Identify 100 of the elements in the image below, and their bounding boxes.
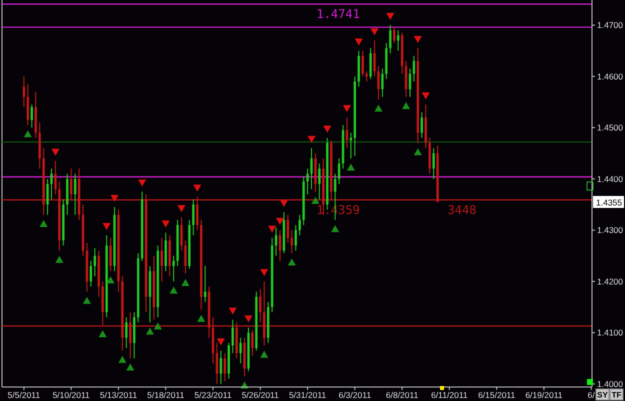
point: [24, 130, 32, 138]
candlestick: [369, 48, 372, 80]
point: [422, 92, 430, 100]
x-tick-label: 6/11/2011: [431, 390, 468, 400]
point: [354, 38, 363, 46]
candlestick: [350, 132, 352, 159]
point: [280, 200, 288, 207]
x-tick-label: 6/15/2011: [478, 390, 516, 400]
point: [342, 105, 351, 112]
candlestick: [160, 237, 163, 282]
x-tick-label: 6/3/2011: [338, 390, 372, 400]
candlestick: [94, 248, 96, 277]
candlestick: [109, 237, 112, 272]
point: [82, 296, 91, 304]
point: [386, 12, 394, 20]
y-tick-label: 1.4500: [597, 122, 624, 133]
candlestick: [318, 163, 321, 200]
candlestick: [22, 76, 26, 108]
x-tick-label: 5/31/2011: [288, 390, 326, 400]
candlestick: [239, 337, 242, 364]
y-tick-label: 1.4000: [597, 378, 624, 389]
point: [331, 225, 340, 232]
candlestick: [286, 214, 290, 244]
annotation: 1.4355: [596, 197, 622, 208]
x-tick-label: 6/8/2011: [386, 390, 419, 400]
point: [374, 104, 382, 112]
x-tick-label: 6/19/2011: [525, 390, 563, 400]
point: [308, 136, 316, 143]
x-tick-label: 5/13/2011: [100, 390, 138, 400]
point: [346, 164, 355, 171]
candlestick: [259, 288, 262, 323]
candlestick: [204, 266, 206, 302]
candlestick: [251, 330, 254, 356]
point: [126, 364, 134, 371]
candlestick: [232, 319, 234, 354]
x-tick-label: 6/: [588, 390, 596, 400]
point: [288, 258, 296, 266]
candlestick: [420, 112, 423, 138]
candlestick: [125, 316, 128, 349]
candlestick: [196, 196, 198, 231]
point: [370, 28, 379, 36]
candlestick: [365, 70, 368, 82]
point: [102, 223, 111, 230]
point: [98, 330, 107, 338]
point: [51, 148, 60, 156]
point: [40, 220, 48, 227]
x-tick-label: 5/23/2011: [194, 390, 232, 400]
x-tick-label: 5/5/2011: [8, 390, 40, 400]
y-tick-label: 1.4400: [597, 174, 624, 184]
y-tick-label: 1.4200: [597, 276, 624, 286]
ref-line-label: 1.4741: [316, 7, 360, 22]
candlestick: [129, 312, 132, 359]
point: [260, 269, 268, 276]
candlestick: [172, 255, 175, 282]
text: TF: [612, 390, 622, 400]
y-tick-label: 1.4600: [597, 71, 624, 82]
point: [146, 328, 154, 335]
point: [55, 256, 64, 263]
candlestick: [220, 350, 222, 384]
candlestick: [381, 68, 384, 98]
point: [228, 308, 237, 315]
point: [244, 315, 252, 322]
point: [268, 226, 276, 233]
candlestick: [224, 352, 226, 382]
candlestick: [90, 260, 92, 288]
point: [154, 322, 162, 330]
point: [276, 218, 284, 225]
point: [414, 36, 422, 43]
x-tick-label: 5/10/2011: [52, 390, 90, 400]
candlestick: [74, 173, 76, 216]
point: [177, 205, 186, 212]
point: [402, 102, 410, 110]
candlestick: [30, 104, 33, 128]
y-tick-label: 1.4100: [597, 328, 624, 338]
point: [138, 179, 146, 186]
text: SY: [597, 390, 608, 400]
point: [197, 314, 206, 322]
point: [216, 338, 225, 346]
candlestick: [290, 230, 293, 254]
candlestick: [26, 84, 30, 126]
annotation: 3448: [448, 202, 476, 217]
x-tick-label: 5/18/2011: [147, 390, 185, 400]
candlestick: [396, 30, 400, 52]
candlestick: [298, 214, 301, 236]
candlestick: [362, 50, 364, 77]
y-tick-label: 1.4700: [597, 20, 624, 30]
candlestick: [70, 168, 72, 200]
candlestick: [393, 27, 396, 44]
point: [193, 184, 202, 192]
candlestick: [192, 198, 194, 236]
point: [311, 196, 320, 204]
candlestick: [389, 24, 392, 54]
candlestick: [338, 158, 340, 185]
point: [170, 286, 178, 294]
candlestick: [432, 148, 435, 180]
point: [414, 148, 422, 156]
point: [106, 276, 115, 284]
y-tick-label: 1.4300: [597, 225, 624, 236]
candlestick: [412, 55, 416, 82]
point: [118, 356, 126, 363]
